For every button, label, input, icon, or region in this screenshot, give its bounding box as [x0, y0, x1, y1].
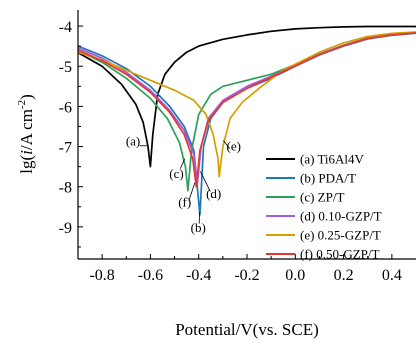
y-axis-title-unit: /A cm: [17, 109, 36, 150]
y-axis-title-symbol: i: [17, 150, 36, 155]
y-axis-title: lg(i/A cm-2): [16, 94, 36, 174]
curve-label-leader-f: [188, 182, 196, 201]
y-tick-label: -5: [59, 59, 72, 76]
legend-label-a: (a) Ti6Al4V: [300, 152, 365, 167]
series-line-b: [78, 32, 416, 216]
series-line-e: [78, 31, 416, 178]
curve-label-b: (b): [191, 220, 206, 235]
x-tick-label: -0.2: [234, 267, 259, 284]
x-tick-label: -0.8: [89, 267, 114, 284]
axes-layer: -0.8 -0.6 -0.4 -0.2 0.0 0.2 0.4 -9 -8 -7 -6 -5 -4: [59, 10, 416, 284]
y-tick-label: -7: [59, 140, 72, 157]
y-tick-label: -6: [59, 99, 72, 116]
legend-label-e: (e) 0.25-GZP/T: [300, 228, 381, 243]
series-line-d: [78, 31, 416, 184]
curve-label-e: (e): [227, 139, 241, 154]
curve-label-d: (d): [206, 186, 221, 201]
curve-label-a: (a): [126, 134, 140, 149]
curve-label-leader-c: [179, 158, 186, 169]
x-tick-label: -0.4: [186, 267, 211, 284]
legend-label-c: (c) ZP/T: [300, 190, 344, 205]
legend: (a) Ti6Al4V (b) PDA/T (c) ZP/T (d) 0.10-GZP…: [266, 152, 382, 262]
series-line-c: [78, 31, 416, 192]
y-tick-label: -9: [59, 220, 72, 237]
series-layer: [78, 25, 416, 216]
series-line-a: [78, 25, 416, 168]
curve-label-layer: (a) (b) (c) (d) (e) (f): [126, 134, 241, 235]
x-axis-title: Potential/V(vs. SCE): [175, 320, 319, 339]
legend-label-b: (b) PDA/T: [300, 171, 356, 186]
x-tick-label: 0.4: [382, 267, 402, 284]
x-tick-label: 0.2: [334, 267, 354, 284]
y-axis-title-suffix: ): [17, 94, 36, 100]
curve-label-leader-d: [200, 171, 211, 192]
curve-label-c: (c): [169, 166, 183, 181]
legend-label-f: (f) 0.50-GZP/T: [300, 247, 379, 262]
y-tick-label: -8: [59, 180, 72, 197]
y-tick-label: -4: [59, 19, 72, 36]
curve-label-f: (f): [178, 194, 191, 209]
legend-label-d: (d) 0.10-GZP/T: [300, 209, 382, 224]
x-tick-label: 0.0: [285, 267, 305, 284]
x-tick-label: -0.6: [138, 267, 163, 284]
y-axis-title-exponent: -2: [16, 100, 28, 109]
y-axis-title-prefix: lg(: [17, 155, 36, 174]
curve-label-leader-e: [223, 140, 230, 149]
series-line-f: [78, 32, 416, 188]
